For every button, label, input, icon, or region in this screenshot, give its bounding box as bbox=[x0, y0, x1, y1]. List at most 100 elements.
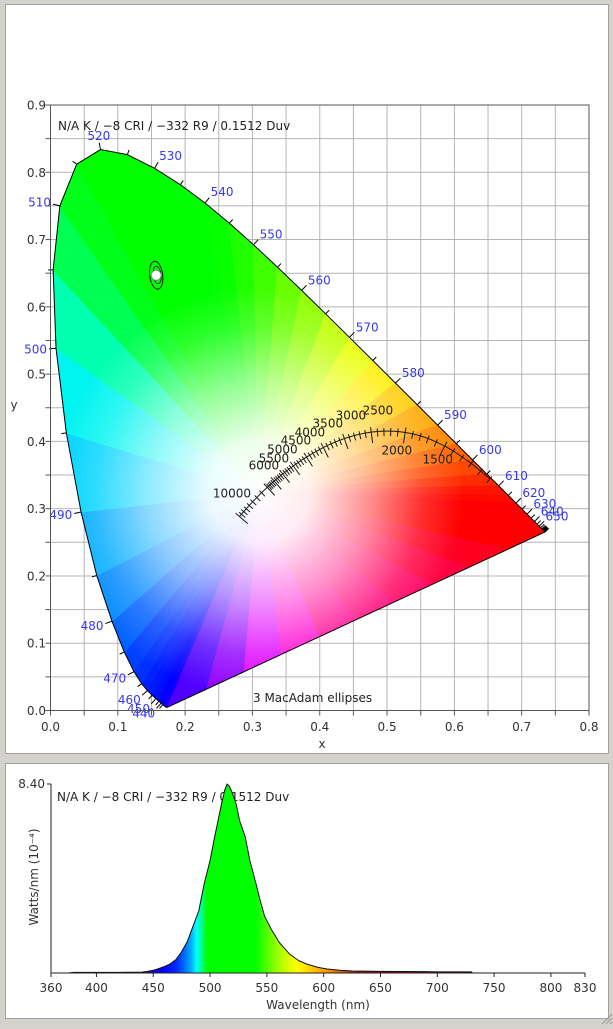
y-tick-label: 0.8 bbox=[27, 166, 46, 180]
spd-annotation: N/A K / −8 CRI / −332 R9 / 0.1512 Duv bbox=[57, 790, 289, 804]
x-tick-label: 0.2 bbox=[176, 720, 195, 734]
wavelength-label: 560 bbox=[308, 273, 331, 287]
wavelength-label: 550 bbox=[260, 227, 283, 241]
y-tick-label: 0.1 bbox=[27, 637, 46, 651]
wavelength-tick bbox=[473, 455, 478, 460]
wavelength-label: 540 bbox=[211, 185, 234, 199]
spd-x-tick-label: 700 bbox=[426, 981, 449, 995]
wavelength-tick bbox=[456, 440, 460, 444]
cct-label: 2500 bbox=[363, 403, 394, 417]
wavelength-label: 600 bbox=[479, 443, 502, 457]
cct-label: 2000 bbox=[382, 444, 413, 458]
y-tick-label: 0.4 bbox=[27, 435, 46, 449]
wavelength-tick bbox=[61, 433, 66, 434]
wavelength-tick bbox=[156, 701, 159, 705]
cie-y-axis-label: y bbox=[10, 398, 17, 412]
macadam-ellipse-note: 3 MacAdam ellipses bbox=[253, 691, 372, 705]
wavelength-label: 580 bbox=[402, 366, 425, 380]
x-tick-label: 0.4 bbox=[310, 720, 329, 734]
wavelength-tick bbox=[534, 517, 539, 522]
wavelength-tick bbox=[142, 691, 147, 696]
spd-x-tick-label: 650 bbox=[369, 981, 392, 995]
spd-x-tick-label: 450 bbox=[142, 981, 165, 995]
y-tick-label: 0.6 bbox=[27, 300, 46, 314]
wavelength-label: 480 bbox=[81, 619, 104, 633]
wavelength-tick bbox=[438, 420, 443, 425]
wavelength-tick bbox=[417, 401, 421, 405]
wavelength-label: 610 bbox=[505, 469, 528, 483]
wavelength-tick bbox=[180, 181, 183, 185]
resize-grip[interactable] bbox=[599, 1010, 613, 1024]
wavelength-label: 650 bbox=[546, 509, 569, 523]
wavelength-tick bbox=[160, 705, 163, 709]
isotherm-tick bbox=[377, 429, 378, 437]
wavelength-tick bbox=[302, 285, 307, 290]
x-tick-label: 0.8 bbox=[579, 720, 598, 734]
y-tick-label: 0.2 bbox=[27, 569, 46, 583]
wavelength-label: 570 bbox=[356, 320, 379, 334]
wavelength-tick bbox=[99, 143, 100, 150]
wavelength-tick bbox=[138, 684, 142, 687]
cie-annotation: N/A K / −8 CRI / −332 R9 / 0.1512 Duv bbox=[58, 119, 290, 133]
chromaticity-point bbox=[151, 270, 161, 280]
x-tick-label: 0.0 bbox=[41, 720, 60, 734]
cie-x-axis-label: x bbox=[318, 737, 325, 751]
wavelength-label: 470 bbox=[103, 671, 126, 685]
cct-label: 1500 bbox=[423, 453, 454, 467]
wavelength-tick bbox=[128, 672, 134, 675]
spd-x-tick-label: 400 bbox=[85, 981, 108, 995]
wavelength-tick bbox=[373, 357, 377, 361]
x-tick-label: 0.3 bbox=[243, 720, 262, 734]
wavelength-tick bbox=[254, 240, 259, 245]
spd-x-tick-label: 600 bbox=[312, 981, 335, 995]
cct-label: 3000 bbox=[336, 409, 367, 423]
y-tick-label: 0.3 bbox=[27, 502, 46, 516]
y-tick-label: 0.7 bbox=[27, 233, 46, 247]
spd-x-tick-label: 500 bbox=[199, 981, 222, 995]
wavelength-label: 490 bbox=[49, 508, 72, 522]
wavelength-tick bbox=[120, 652, 125, 654]
wavelength-tick bbox=[73, 161, 77, 164]
wavelength-tick bbox=[395, 378, 400, 383]
wavelength-label: 530 bbox=[159, 149, 182, 163]
wavelength-tick bbox=[229, 219, 232, 223]
wavelength-tick bbox=[508, 492, 512, 496]
wavelength-tick bbox=[326, 310, 330, 314]
wavelength-label: 460 bbox=[118, 693, 141, 707]
spd-y-axis-label: Watts/nm (10⁻⁴) bbox=[27, 828, 41, 925]
wavelength-tick bbox=[499, 481, 504, 486]
wavelength-tick bbox=[74, 512, 81, 513]
cie-chromaticity-chart: 4404504604704804905005105205305405505605… bbox=[10, 99, 598, 752]
wavelength-tick bbox=[151, 699, 156, 704]
spectrum-area bbox=[68, 784, 472, 973]
wavelength-label: 590 bbox=[444, 408, 467, 422]
wavelength-tick bbox=[516, 498, 521, 503]
wavelength-tick bbox=[155, 162, 158, 168]
resize-grip-icon bbox=[599, 1011, 613, 1025]
wavelength-label: 510 bbox=[28, 196, 51, 210]
x-tick-label: 0.7 bbox=[512, 720, 531, 734]
isotherm-tick bbox=[397, 429, 398, 437]
wavelength-tick bbox=[531, 515, 535, 519]
wavelength-tick bbox=[105, 621, 112, 623]
x-tick-label: 0.5 bbox=[378, 720, 397, 734]
wavelength-tick bbox=[127, 150, 129, 155]
wavelength-tick bbox=[527, 509, 532, 514]
wavelength-label: 500 bbox=[24, 342, 47, 356]
spd-x-tick-label: 750 bbox=[483, 981, 506, 995]
x-tick-label: 0.1 bbox=[108, 720, 127, 734]
spd-x-tick-label: 550 bbox=[255, 981, 278, 995]
y-tick-label: 0.5 bbox=[27, 368, 46, 382]
spd-x-tick-label: 800 bbox=[539, 981, 562, 995]
spectral-power-chart: N/A K / −8 CRI / −332 R9 / 0.1512 Duv 36… bbox=[18, 777, 596, 1012]
spd-y-max-label: 8.40 bbox=[18, 777, 45, 791]
spectrum-curve bbox=[68, 784, 472, 973]
wavelength-tick bbox=[278, 264, 281, 268]
wavelength-tick bbox=[205, 198, 209, 204]
spd-x-tick-label: 360 bbox=[40, 981, 63, 995]
y-tick-label: 0.9 bbox=[27, 99, 46, 113]
x-tick-label: 0.6 bbox=[445, 720, 464, 734]
spd-x-axis-label: Wavelength (nm) bbox=[266, 998, 370, 1012]
spd-x-tick-label: 830 bbox=[574, 981, 597, 995]
